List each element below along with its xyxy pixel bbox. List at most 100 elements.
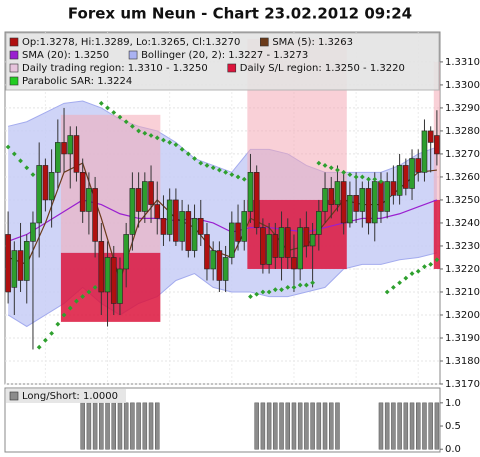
long-short-bar: [130, 402, 135, 450]
legend-swatch: [9, 76, 19, 86]
sar-dot: [74, 298, 79, 304]
candle-body: [222, 257, 229, 281]
candle-body: [309, 234, 316, 247]
y2-tick-label: 0.0: [445, 444, 461, 455]
legend-swatch: [260, 37, 269, 47]
sar-dot: [117, 114, 123, 120]
long-short-bar: [136, 402, 141, 450]
y-tick-label: 1.3270: [445, 149, 480, 160]
chart-title: Forex um Neun - Chart 23.02.2012 09:24: [68, 5, 412, 23]
long-short-bar: [297, 402, 303, 450]
sar-dot: [86, 289, 92, 295]
sar-dot: [347, 172, 353, 178]
sar-dot: [18, 158, 23, 164]
long-short-bar: [99, 402, 104, 450]
y-tick-label: 1.3220: [445, 264, 480, 275]
sar-dot: [322, 163, 328, 168]
sar-dot: [5, 144, 11, 150]
y-tick-label: 1.3180: [445, 356, 480, 367]
candle-body: [421, 130, 428, 173]
sar-dot: [335, 167, 340, 173]
long-short-bar: [428, 402, 433, 450]
y-tick-label: 1.3190: [445, 333, 480, 344]
y-tick-label: 1.3310: [445, 57, 480, 68]
candle-body: [247, 172, 254, 212]
candle-body: [241, 211, 248, 242]
long-short-bar: [92, 402, 98, 450]
long-short-bar: [397, 402, 402, 450]
legend-box: [5, 32, 440, 91]
candle-body: [160, 218, 167, 235]
long-short-bar: [416, 402, 421, 450]
long-short-bar: [322, 402, 328, 450]
candle-body: [154, 204, 161, 219]
candle-body: [216, 250, 223, 281]
candle-body: [210, 250, 216, 270]
legend-label: SMA (20): 1.3250: [22, 50, 109, 61]
sar-dot: [372, 176, 378, 182]
candle-body: [86, 188, 92, 212]
candle-body: [185, 211, 192, 251]
candle-body: [98, 241, 105, 293]
sl-region: [433, 199, 440, 269]
sar-dot: [11, 151, 17, 157]
y-tick-label: 1.3200: [445, 310, 480, 321]
candle-body: [328, 188, 335, 205]
long-short-bar: [316, 402, 322, 450]
legend-label: Parabolic SAR: 1.3224: [22, 76, 132, 87]
legend-label: Daily trading region: 1.3310 - 1.3250: [22, 63, 208, 74]
sma20-line: [7, 199, 438, 242]
sar-dot: [285, 284, 291, 290]
long-short-bar: [86, 402, 92, 450]
candle-body: [11, 250, 18, 288]
candle-body: [92, 188, 98, 242]
candle-body: [378, 181, 384, 212]
long-short-bar: [285, 402, 290, 450]
candle-body: [142, 181, 148, 212]
long-short-bar: [117, 402, 123, 450]
candle-body: [291, 257, 297, 270]
sar-dot: [291, 284, 297, 290]
legend-swatch: [9, 50, 19, 60]
candle-body: [30, 222, 36, 242]
sar-dot: [415, 268, 421, 274]
candle-body: [204, 234, 210, 270]
long-short-bar: [409, 402, 415, 450]
candle-body: [179, 211, 185, 242]
long-short-bar: [291, 402, 297, 450]
sar-dot: [397, 280, 403, 286]
y-tick-label: 1.3260: [445, 172, 480, 183]
sar-dot: [241, 176, 247, 182]
sar-dot: [310, 280, 316, 286]
candle-body: [166, 199, 173, 235]
lower-legend-label: Long/Short: 1.0000: [22, 391, 118, 402]
candle-body: [353, 195, 359, 212]
y-tick-label: 1.3300: [445, 80, 480, 91]
sar-dot: [359, 174, 365, 180]
candle-body: [42, 165, 49, 201]
long-short-bar: [378, 402, 384, 450]
candle-body: [197, 218, 204, 235]
candle-body: [135, 188, 142, 212]
candle-body: [104, 257, 111, 293]
long-short-bar: [254, 402, 259, 450]
legend-label: Op:1.3278, Hi:1.3289, Lo:1.3265, Cl:1.32…: [22, 37, 240, 48]
candle-body: [347, 195, 353, 224]
long-short-bar: [123, 402, 129, 450]
candle-body: [253, 172, 260, 228]
sar-dot: [42, 337, 48, 343]
candle-body: [266, 234, 272, 265]
long-short-bar: [148, 402, 154, 450]
candle-body: [340, 181, 347, 224]
long-short-bar: [260, 402, 266, 450]
long-short-bar: [304, 402, 309, 450]
long-short-bar: [310, 402, 315, 450]
lower-panel: [4, 387, 441, 453]
sma5-line: [7, 162, 437, 283]
sar-dot: [80, 294, 86, 299]
candle-body: [73, 135, 80, 173]
sar-dot: [123, 119, 129, 125]
candle-body: [415, 158, 422, 173]
candle-body: [79, 172, 86, 212]
